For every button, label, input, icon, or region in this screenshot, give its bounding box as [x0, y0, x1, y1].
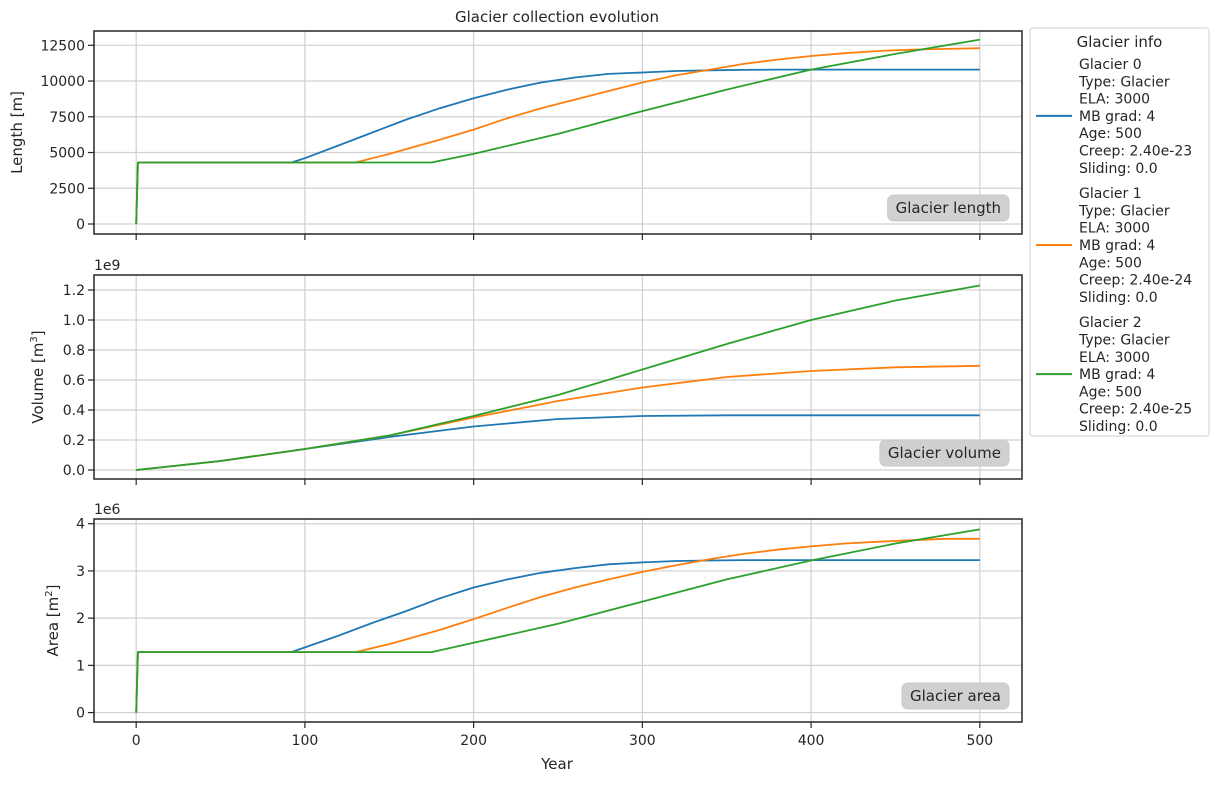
series-line-length-glacier-1: [135, 47, 980, 225]
y-tick-label: 1.0: [63, 313, 85, 329]
axes-frame-volume: [93, 274, 1023, 480]
y-tick-label: 0.8: [63, 343, 85, 359]
legend-entry-line: ELA: 3000: [1079, 350, 1150, 366]
x-axis-label: Year: [540, 755, 574, 773]
annotation-volume: Glacier volume: [879, 439, 1010, 467]
y-offset-text: 1e6: [94, 502, 121, 518]
legend-entry-line: MB grad: 4: [1079, 109, 1155, 125]
legend-entry-line: Glacier 0: [1079, 57, 1142, 73]
series-line-area-glacier-0: [135, 559, 980, 713]
x-tick-label: 500: [966, 733, 993, 749]
legend-entry-line: MB grad: 4: [1079, 367, 1155, 383]
annotation-area: Glacier area: [901, 682, 1010, 710]
y-tick-label: 0.6: [63, 373, 85, 389]
legend-entry-line: Sliding: 0.0: [1079, 419, 1158, 435]
y-tick-label: 5000: [49, 146, 85, 162]
x-tick-label: 400: [798, 733, 825, 749]
legend-entry-line: Glacier 2: [1079, 315, 1142, 331]
series-line-length-glacier-0: [135, 68, 980, 225]
legend-entry-line: Glacier 1: [1079, 186, 1142, 202]
legend-entry-line: Age: 500: [1079, 126, 1142, 142]
axes-frame-length: [93, 30, 1023, 235]
legend-entry-line: Creep: 2.40e-24: [1079, 273, 1192, 289]
legend-entry-line: Type: Glacier: [1078, 74, 1170, 90]
grid-area: [94, 519, 1022, 722]
x-tick-label: 200: [460, 733, 487, 749]
legend-entry-line: Sliding: 0.0: [1079, 290, 1158, 306]
series-line-volume-glacier-0: [136, 414, 980, 471]
y-axis-label: Area [m2]: [44, 585, 62, 657]
y-tick-label: 2: [76, 611, 85, 627]
legend-entry-line: Creep: 2.40e-25: [1079, 402, 1192, 418]
panel-area: 0 1 2 3 4 0 100 200 300 400 500 1e6 Area [m2] Glacier…: [44, 502, 1023, 749]
annotation-length: Glacier length: [887, 194, 1010, 222]
legend-entry-line: Sliding: 0.0: [1079, 161, 1158, 177]
y-tick-label: 0.2: [63, 433, 85, 449]
x-tick-label: 300: [629, 733, 656, 749]
grid-volume: [94, 275, 1022, 479]
y-offset-text: 1e9: [94, 258, 120, 274]
annotation-text: Glacier area: [910, 687, 1001, 705]
legend-frame: [1029, 27, 1210, 437]
x-tick-label: 0: [132, 733, 141, 749]
panel-length: 0 2500 5000 7500 10000 12500 Length [m] Glacier…: [8, 30, 1023, 240]
y-tick-label: 4: [76, 517, 85, 533]
y-tick-label: 12500: [40, 38, 85, 54]
legend-entry-line: Type: Glacier: [1078, 203, 1170, 219]
annotation-box: [901, 682, 1010, 710]
legend-entry-line: Age: 500: [1079, 255, 1142, 271]
annotation-text: Glacier length: [896, 199, 1001, 217]
legend-entry-line: MB grad: 4: [1079, 238, 1155, 254]
y-tick-label: 1.2: [63, 283, 85, 299]
y-tick-label: 10000: [40, 74, 85, 90]
series-line-area-glacier-2: [135, 528, 980, 713]
legend-entry-line: Creep: 2.40e-23: [1079, 144, 1192, 160]
legend-title: Glacier info: [1077, 33, 1163, 51]
y-axis-label: Length [m]: [8, 91, 26, 174]
series-line-volume-glacier-2: [136, 284, 980, 471]
grid-length: [94, 31, 1022, 234]
y-tick-label: 0: [76, 706, 85, 722]
y-tick-label: 7500: [49, 110, 85, 126]
y-tick-label: 0.0: [63, 463, 85, 479]
annotation-box: [879, 439, 1010, 467]
legend-entry-line: ELA: 3000: [1079, 92, 1150, 108]
legend-entry-line: Age: 500: [1079, 384, 1142, 400]
y-tick-label: 0.4: [63, 403, 85, 419]
legend-entry-line: Type: Glacier: [1078, 333, 1170, 349]
annotation-box: [887, 194, 1010, 222]
legend-entry-line: ELA: 3000: [1079, 221, 1150, 237]
series-line-area-glacier-1: [135, 537, 980, 713]
y-axis-label: Volume [m3]: [29, 330, 47, 423]
panel-volume: 0.0 0.2 0.4 0.6 0.8 1.0 1.2 1e9 Volume [m3] Glaci…: [29, 258, 1023, 485]
y-tick-label: 3: [76, 564, 85, 580]
annotation-text: Glacier volume: [888, 444, 1001, 462]
x-tick-label: 100: [292, 733, 319, 749]
y-tick-label: 1: [76, 658, 85, 674]
chart-title: Glacier collection evolution: [455, 8, 659, 26]
y-tick-label: 0: [76, 217, 85, 233]
axes-frame-area: [93, 518, 1023, 723]
series-line-length-glacier-2: [135, 38, 980, 225]
y-tick-label: 2500: [49, 181, 85, 197]
